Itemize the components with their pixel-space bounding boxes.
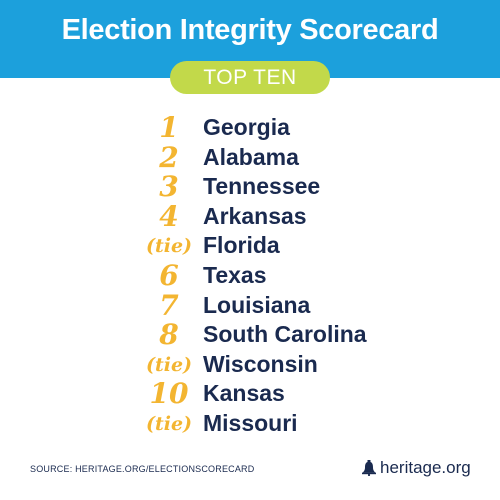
ranking-row: 3 Tennessee [0, 172, 500, 202]
top-ten-badge: TOP TEN [170, 61, 330, 94]
ranking-row: 6 Texas [0, 261, 500, 291]
state-name: Alabama [203, 143, 299, 170]
rank-number: 4 [159, 199, 179, 233]
rank-number: 10 [149, 377, 189, 411]
rank-number: 3 [159, 170, 179, 204]
state-name: Missouri [203, 409, 298, 436]
page-title: Election Integrity Scorecard [61, 14, 439, 46]
ranking-row: 7 Louisiana [0, 291, 500, 321]
ranking-row: (tie) Wisconsin [0, 350, 500, 380]
ranking-row: 2 Alabama [0, 143, 500, 173]
ranking-row: (tie) Florida [0, 231, 500, 261]
rank-number: 8 [159, 318, 179, 352]
rank-number: 2 [159, 140, 179, 174]
state-name: South Carolina [203, 321, 367, 348]
state-name: Wisconsin [203, 350, 318, 377]
state-name: Arkansas [203, 202, 307, 229]
ranking-row: 4 Arkansas [0, 202, 500, 232]
rank-number: (tie) [145, 353, 193, 376]
ranking-row: 8 South Carolina [0, 320, 500, 350]
rank-number: (tie) [145, 235, 193, 258]
rank-number: 1 [159, 111, 179, 144]
rank-number: 7 [159, 288, 179, 322]
rank-number: (tie) [145, 412, 193, 435]
brand-text: heritage.org [380, 458, 471, 477]
state-name: Georgia [203, 114, 290, 140]
state-name: Tennessee [203, 173, 321, 200]
state-name: Texas [203, 261, 267, 288]
state-name: Kansas [203, 380, 285, 407]
rank-number: 6 [159, 258, 179, 292]
ranking-list: 1 Georgia 2 Alabama 3 Tennessee 4 Arkansas (tie)… [0, 113, 500, 439]
ranking-row: 10 Kansas [0, 379, 500, 409]
ranking-row: 1 Georgia [0, 113, 500, 143]
state-name: Louisiana [203, 291, 311, 318]
source-note: SOURCE: HERITAGE.ORG/ELECTIONSCORECARD [30, 464, 255, 474]
brand-logo[interactable]: heritage.org [362, 458, 471, 478]
ranking-row: (tie) Missouri [0, 409, 500, 439]
state-name: Florida [203, 232, 280, 259]
liberty-bell-icon [362, 460, 376, 476]
